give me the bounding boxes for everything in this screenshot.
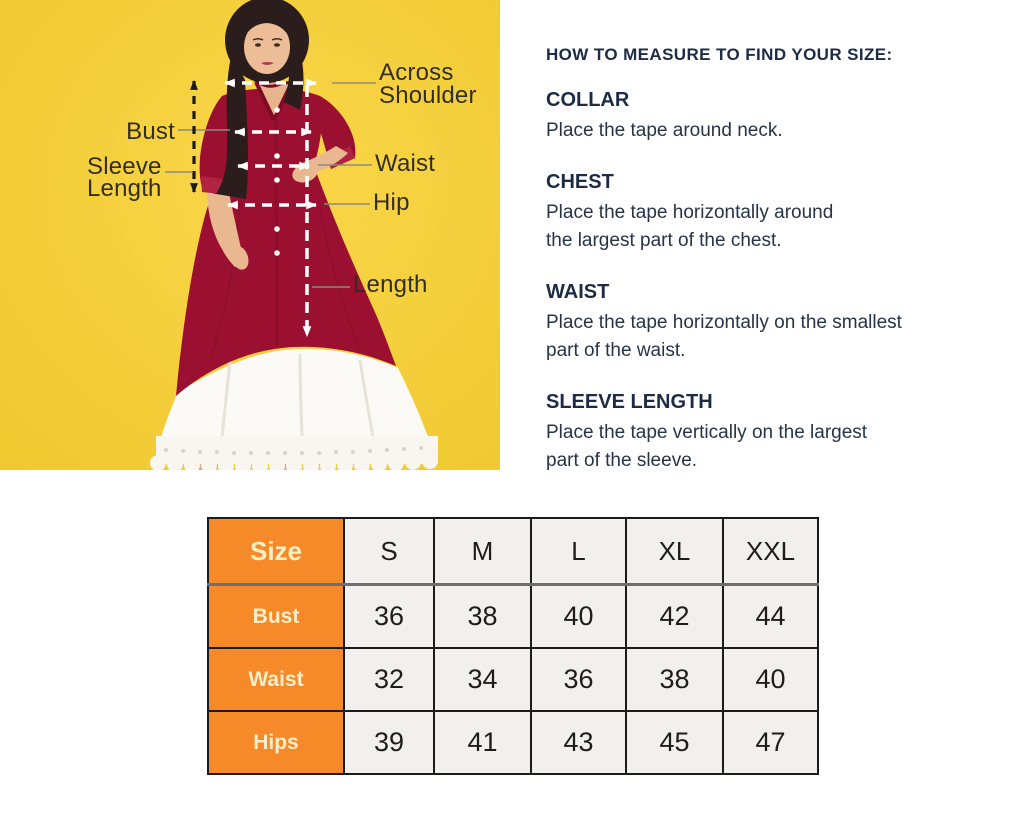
section-text: Place the tape horizontally around (546, 202, 834, 223)
instruction-section-collar: COLLAR Place the tape around neck. (546, 89, 991, 145)
cell-value: 32 (343, 647, 435, 712)
cell-value: 38 (433, 583, 532, 649)
hip-label: Hip (373, 189, 410, 216)
cell-value: 44 (722, 583, 819, 649)
how-to-measure-panel: HOW TO MEASURE TO FIND YOUR SIZE: COLLAR… (546, 45, 991, 501)
white-skirt (154, 348, 437, 464)
section-text: Place the tape around neck. (546, 120, 783, 141)
lace-trim (150, 436, 438, 470)
column-header-size: Size (207, 517, 345, 586)
label-connector-lines (165, 82, 376, 288)
size-chart-table: Size S M L XL XXL Bust 36 38 40 42 44 Wa… (207, 517, 819, 775)
measurement-arrows (190, 78, 318, 338)
cell-value: 40 (722, 647, 819, 712)
section-title: SLEEVE LENGTH (546, 391, 713, 413)
section-title: COLLAR (546, 89, 630, 111)
section-text: the largest part of the chest. (546, 230, 782, 251)
face-features (252, 38, 283, 65)
column-header-m: M (433, 517, 532, 586)
section-title: WAIST (546, 281, 610, 303)
row-label-bust: Bust (207, 583, 345, 649)
column-header-xxl: XXL (722, 517, 819, 586)
column-header-xl: XL (625, 517, 724, 586)
column-header-s: S (343, 517, 435, 586)
row-label-waist: Waist (207, 647, 345, 712)
row-label-hips: Hips (207, 710, 345, 775)
dress (176, 88, 396, 396)
button-dots (274, 107, 280, 256)
instruction-section-sleeve-length: SLEEVE LENGTH Place the tape vertically … (546, 391, 991, 475)
length-label: Length (353, 271, 428, 298)
cell-value: 43 (530, 710, 627, 775)
cell-value: 45 (625, 710, 724, 775)
section-text: part of the sleeve. (546, 450, 698, 471)
section-text: Place the tape vertically on the largest (546, 422, 868, 443)
cell-value: 42 (625, 583, 724, 649)
table-row-hips: Hips 39 41 43 45 47 (207, 710, 819, 775)
model-figure (150, 0, 438, 470)
column-header-l: L (530, 517, 627, 586)
sleeve-length-label: Sleeve Length (87, 153, 162, 202)
cell-value: 36 (530, 647, 627, 712)
cell-value: 47 (722, 710, 819, 775)
section-text: part of the waist. (546, 340, 686, 361)
neckline (256, 84, 292, 120)
cell-value: 40 (530, 583, 627, 649)
waist-label: Waist (375, 150, 436, 177)
table-row-bust: Bust 36 38 40 42 44 (207, 583, 819, 649)
section-title: CHEST (546, 171, 614, 193)
section-text: Place the tape horizontally on the small… (546, 312, 902, 333)
cell-value: 41 (433, 710, 532, 775)
size-chart-header-row: Size S M L XL XXL (207, 517, 819, 586)
instruction-section-chest: CHEST Place the tape horizontally around… (546, 171, 991, 255)
panel-heading: HOW TO MEASURE TO FIND YOUR SIZE: (546, 45, 893, 64)
bust-label: Bust (126, 118, 175, 145)
model-illustration (0, 0, 500, 470)
instruction-section-waist: WAIST Place the tape horizontally on the… (546, 281, 991, 365)
face (244, 20, 290, 74)
table-row-waist: Waist 32 34 36 38 40 (207, 647, 819, 712)
cell-value: 39 (343, 710, 435, 775)
measurement-diagram: Across Shoulder Bust Sleeve Length Waist… (0, 0, 500, 470)
across-shoulder-label: Across Shoulder (379, 59, 477, 109)
cell-value: 36 (343, 583, 435, 649)
cell-value: 34 (433, 647, 532, 712)
cell-value: 38 (625, 647, 724, 712)
